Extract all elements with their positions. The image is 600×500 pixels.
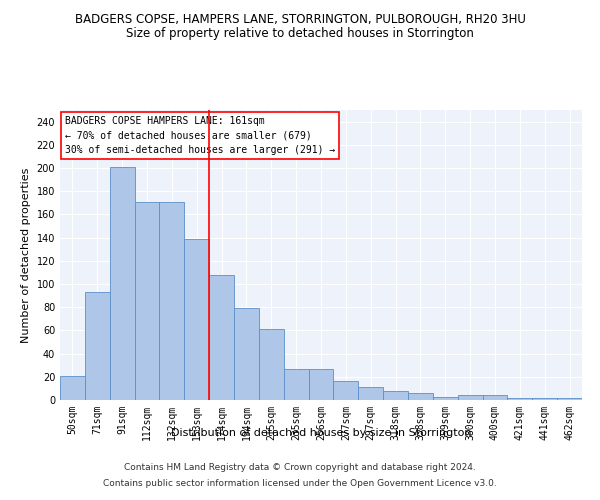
Bar — [308, 368, 334, 400]
Bar — [60, 376, 85, 400]
Bar — [358, 387, 383, 400]
Bar — [259, 329, 284, 400]
Bar — [458, 396, 482, 400]
Text: Size of property relative to detached houses in Storrington: Size of property relative to detached ho… — [126, 28, 474, 40]
Bar — [85, 292, 110, 400]
Text: Contains public sector information licensed under the Open Government Licence v3: Contains public sector information licen… — [103, 478, 497, 488]
Bar — [184, 239, 209, 400]
Bar — [508, 398, 532, 400]
Text: Contains HM Land Registry data © Crown copyright and database right 2024.: Contains HM Land Registry data © Crown c… — [124, 464, 476, 472]
Bar — [482, 396, 508, 400]
Y-axis label: Number of detached properties: Number of detached properties — [21, 168, 31, 342]
Bar — [408, 393, 433, 400]
Bar — [284, 368, 308, 400]
Bar — [334, 382, 358, 400]
Text: BADGERS COPSE, HAMPERS LANE, STORRINGTON, PULBOROUGH, RH20 3HU: BADGERS COPSE, HAMPERS LANE, STORRINGTON… — [74, 12, 526, 26]
Text: Distribution of detached houses by size in Storrington: Distribution of detached houses by size … — [171, 428, 471, 438]
Bar — [134, 202, 160, 400]
Text: BADGERS COPSE HAMPERS LANE: 161sqm
← 70% of detached houses are smaller (679)
30: BADGERS COPSE HAMPERS LANE: 161sqm ← 70%… — [65, 116, 335, 156]
Bar — [234, 308, 259, 400]
Bar — [160, 202, 184, 400]
Bar — [209, 274, 234, 400]
Bar — [110, 167, 134, 400]
Bar — [433, 396, 458, 400]
Bar — [557, 398, 582, 400]
Bar — [532, 398, 557, 400]
Bar — [383, 390, 408, 400]
